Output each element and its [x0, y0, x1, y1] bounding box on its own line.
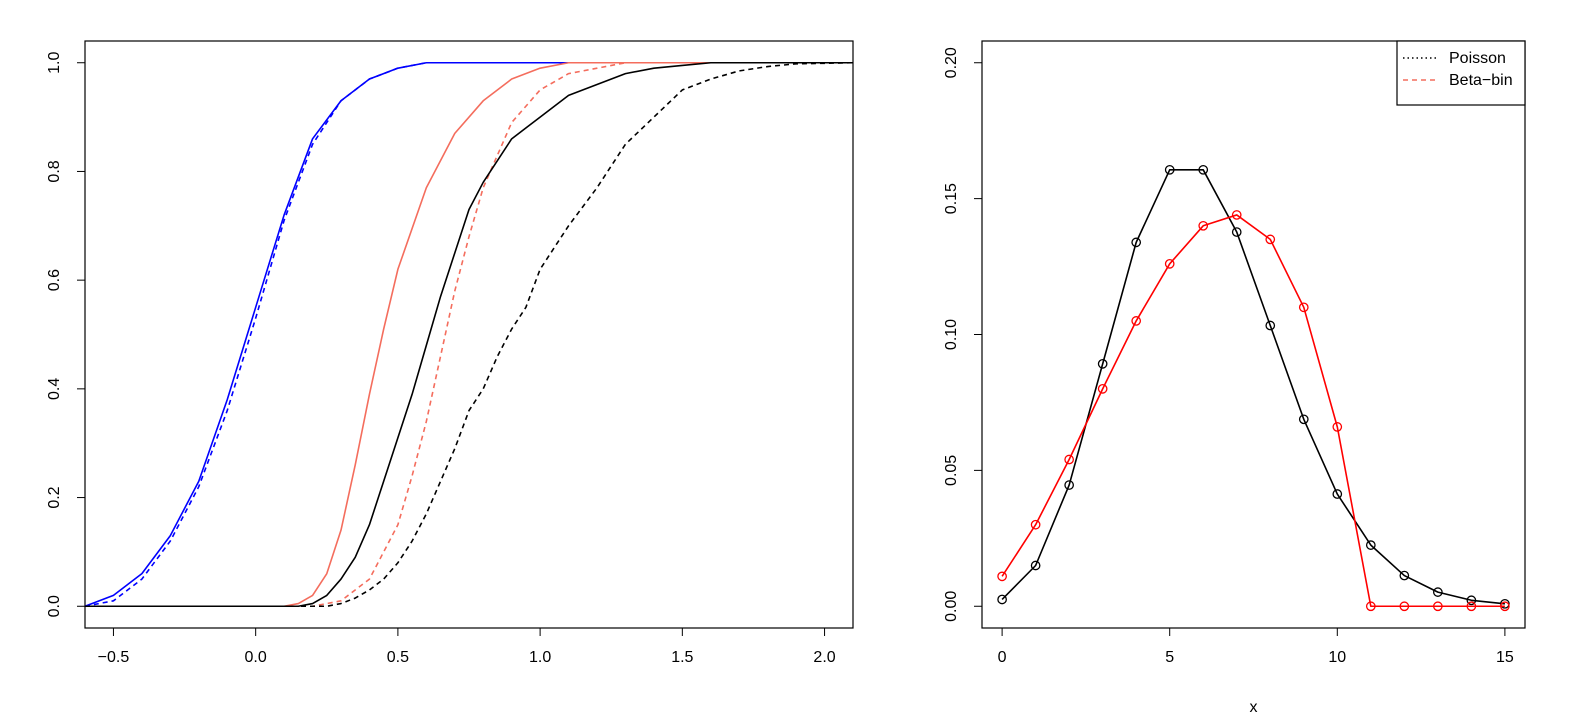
x-tick-label: 0 [998, 649, 1007, 666]
data-point-red [1064, 454, 1074, 465]
legend-label: Beta−bin [1449, 72, 1513, 89]
data-point-black [1030, 560, 1041, 571]
series-line-blue-solid [85, 61, 853, 608]
series-line-black-solid [85, 61, 853, 608]
series-line-red [1001, 214, 1505, 608]
data-point-red [1265, 234, 1276, 245]
x-tick-label: 5 [1165, 649, 1174, 666]
data-point-black [1064, 480, 1074, 490]
data-point-black [1198, 164, 1209, 175]
pmf-panel: 0 5 10 15 0.00 0.05 0.10 0.15 0.20 x Poisson Beta−b… [943, 40, 1526, 716]
y-tick-label: 0.05 [943, 455, 960, 486]
data-point-red [1164, 258, 1175, 269]
data-point-red [1500, 601, 1510, 612]
data-point-red [1466, 601, 1477, 612]
plot-frame [981, 40, 1526, 629]
y-tick-label: 0.4 [46, 378, 63, 400]
data-point-black [1466, 595, 1477, 606]
legend: Poisson Beta−bin [1396, 40, 1526, 106]
data-point-red [1399, 601, 1410, 612]
data-point-red [1198, 220, 1209, 231]
plot-frame [84, 40, 854, 629]
y-tick-label: 0.0 [46, 595, 63, 617]
y-tick-label: 0.00 [943, 591, 960, 622]
x-axis-label: x [1250, 699, 1258, 716]
data-point-black [1365, 540, 1376, 550]
y-tick-label: 0.15 [943, 183, 960, 214]
data-point-red [1433, 601, 1443, 612]
legend-label: Poisson [1449, 50, 1506, 67]
data-point-black [1433, 587, 1443, 597]
series-line-salmon-solid [85, 61, 853, 608]
data-point-red [1131, 316, 1142, 326]
y-tick-label: 0.20 [943, 47, 960, 78]
data-point-black [1231, 227, 1242, 237]
x-tick-label: 1.0 [529, 649, 551, 666]
x-tick-label: 2.0 [813, 649, 835, 666]
data-point-black [1097, 358, 1108, 369]
data-point-black [1332, 489, 1343, 499]
data-point-red [997, 571, 1007, 582]
x-tick-label: 15 [1496, 649, 1514, 666]
x-tick-label: 0.5 [387, 649, 409, 666]
data-point-red [1231, 210, 1242, 220]
y-tick-label: 0.6 [46, 269, 63, 291]
data-point-red [1365, 601, 1376, 612]
y-tick-label: 0.2 [46, 486, 63, 508]
data-point-red [1332, 422, 1343, 432]
y-tick-label: 0.8 [46, 160, 63, 182]
y-tick-label: 1.0 [46, 52, 63, 74]
data-point-black [1500, 598, 1510, 609]
data-point-black [1131, 237, 1142, 248]
cdf-panel: −0.5 0.0 0.5 1.0 1.5 2.0 0.0 0.2 0.4 0.6 0.8 1.0 [46, 40, 854, 666]
data-point-red [1097, 384, 1108, 394]
series-line-black-dashed [85, 61, 853, 608]
series-line-salmon-dashed [85, 61, 853, 608]
x-tick-label: 0.0 [245, 649, 267, 666]
x-tick-label: 1.5 [671, 649, 693, 666]
x-tick-label: 10 [1328, 649, 1346, 666]
data-point-black [1265, 320, 1276, 331]
data-point-black [1298, 414, 1309, 425]
data-point-black [997, 594, 1007, 605]
y-tick-label: 0.10 [943, 319, 960, 350]
data-point-red [1030, 519, 1041, 530]
x-tick-label: −0.5 [98, 649, 130, 666]
data-point-black [1164, 164, 1175, 175]
legend-box [1396, 40, 1526, 106]
series-line-blue-dashed [85, 61, 853, 608]
data-point-black [1399, 570, 1410, 581]
data-point-red [1298, 302, 1309, 313]
series-line-black [1001, 169, 1505, 605]
